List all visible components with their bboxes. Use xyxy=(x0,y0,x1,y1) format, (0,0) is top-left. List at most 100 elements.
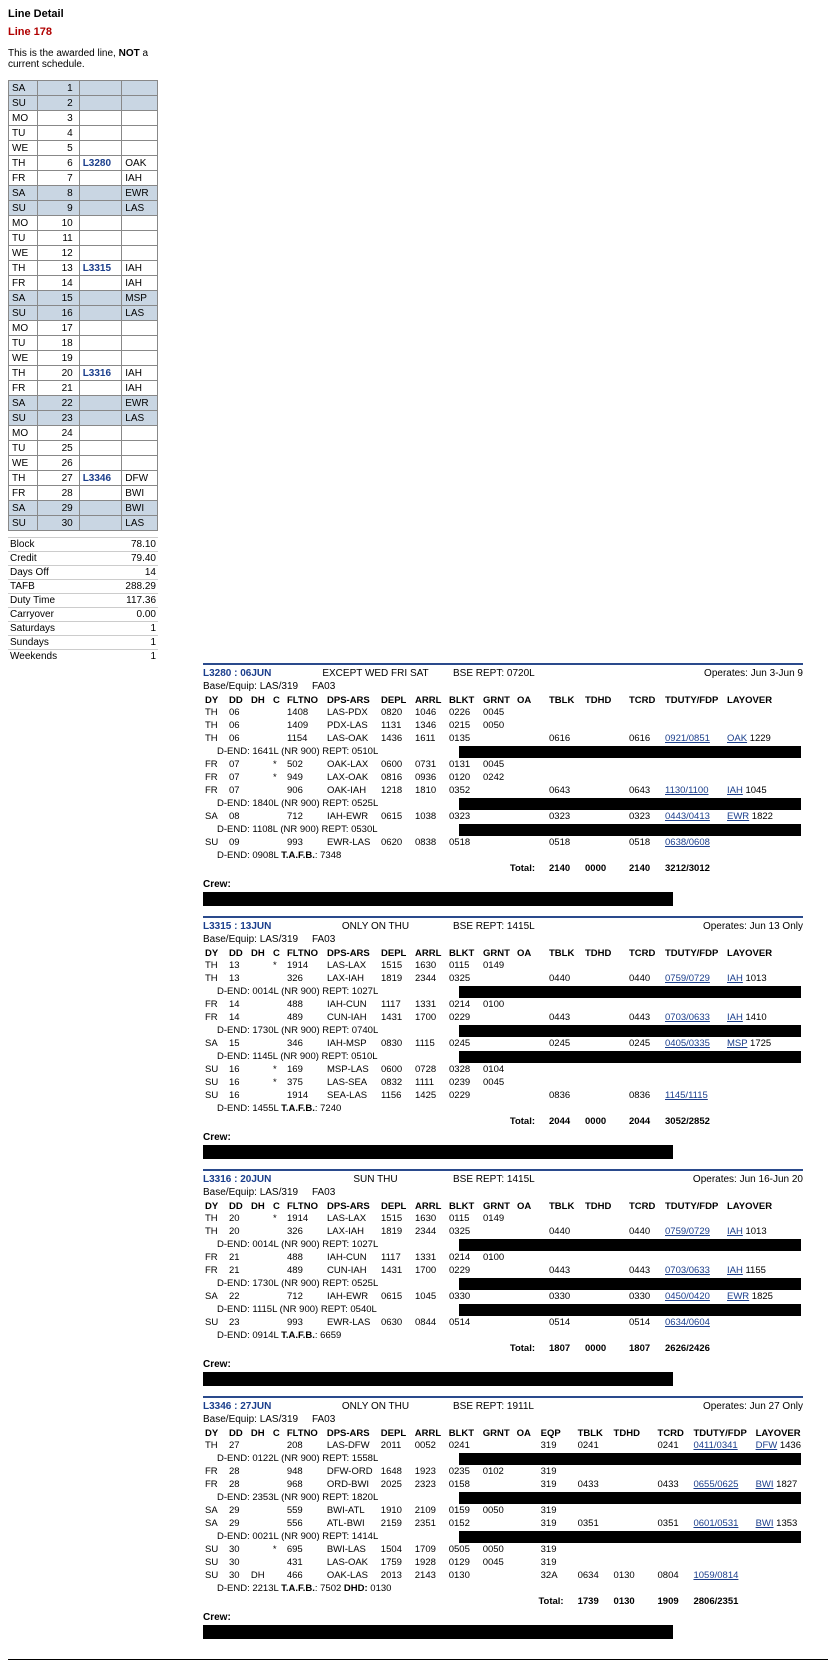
tduty-link[interactable]: 0634/0604 xyxy=(665,1317,710,1328)
cal-day: SU xyxy=(9,201,38,216)
cal-airport xyxy=(122,321,158,336)
calendar-row: TH13L3315IAH xyxy=(9,261,158,276)
layover-link[interactable]: IAH xyxy=(727,1265,743,1276)
flight-leg-row: SU30431LAS-OAK1759192801290045319 xyxy=(203,1556,803,1569)
flight-leg-row: SA08712IAH-EWR061510380323032303230443/0… xyxy=(203,810,803,823)
redacted-bar xyxy=(459,1278,801,1290)
cal-line xyxy=(79,231,122,246)
duty-end-row: D-END: 1145L (NR 900) REPT: 0510L xyxy=(203,1050,803,1063)
tduty-link[interactable]: 0450/0420 xyxy=(665,1291,710,1302)
cal-line[interactable]: L3280 xyxy=(79,156,122,171)
cal-day: FR xyxy=(9,276,38,291)
cal-day: SA xyxy=(9,501,38,516)
cal-date: 20 xyxy=(37,366,79,381)
cal-day: FR xyxy=(9,486,38,501)
cal-date: 5 xyxy=(37,141,79,156)
layover-link[interactable]: EWR xyxy=(727,811,749,822)
cal-day: TU xyxy=(9,441,38,456)
tduty-link[interactable]: 0703/0633 xyxy=(665,1265,710,1276)
tduty-link[interactable]: 0921/0851 xyxy=(665,733,710,744)
redacted-bar xyxy=(459,1051,801,1063)
calendar-row: TU4 xyxy=(9,126,158,141)
tduty-link[interactable]: 1059/0814 xyxy=(693,1570,738,1581)
flight-leg-row: SU30DH466OAK-LAS20132143013032A063401300… xyxy=(203,1569,803,1582)
layover-link[interactable]: BWI xyxy=(756,1518,774,1529)
stat-row: Sundays1 xyxy=(8,635,158,649)
cal-line xyxy=(79,276,122,291)
tduty-link[interactable]: 0759/0729 xyxy=(665,1226,710,1237)
pairing-dates: Operates: Jun 13 Only xyxy=(703,921,803,932)
calendar-row: WE19 xyxy=(9,351,158,366)
cal-day: FR xyxy=(9,171,38,186)
tduty-link[interactable]: 1130/1100 xyxy=(665,785,709,796)
layover-link[interactable]: IAH xyxy=(727,785,743,796)
layover-link[interactable]: IAH xyxy=(727,1012,743,1023)
cal-airport: OAK xyxy=(122,156,158,171)
pairing-id-link[interactable]: L3280 : 06JUN xyxy=(203,668,298,679)
layover-link[interactable]: IAH xyxy=(727,973,743,984)
cal-date: 15 xyxy=(37,291,79,306)
pairing-id-link[interactable]: L3346 : 27JUN xyxy=(203,1401,298,1412)
cal-line xyxy=(79,396,122,411)
calendar-row: SU2 xyxy=(9,96,158,111)
duty-end-row: D-END: 1840L (NR 900) REPT: 0525L xyxy=(203,797,803,810)
cal-line[interactable]: L3346 xyxy=(79,471,122,486)
pairing-base-equip: Base/Equip: LAS/319 FA03 xyxy=(203,1414,803,1425)
tduty-link[interactable]: 0411/0341 xyxy=(693,1440,737,1451)
tduty-link[interactable]: 0443/0413 xyxy=(665,811,710,822)
cal-line[interactable]: L3316 xyxy=(79,366,122,381)
cal-airport xyxy=(122,336,158,351)
crew-redacted-bar xyxy=(203,1625,673,1639)
cal-line xyxy=(79,291,122,306)
calendar-row: SU16LAS xyxy=(9,306,158,321)
cal-airport: IAH xyxy=(122,171,158,186)
cal-date: 11 xyxy=(37,231,79,246)
flight-leg-row: TH061408LAS-PDX0820104602260045 xyxy=(203,706,803,719)
cal-day: SA xyxy=(9,81,38,96)
duty-end-row: D-END: 1115L (NR 900) REPT: 0540L xyxy=(203,1303,803,1316)
cal-date: 26 xyxy=(37,456,79,471)
duty-end-row: D-END: 1730L (NR 900) REPT: 0740L xyxy=(203,1024,803,1037)
cal-day: SU xyxy=(9,96,38,111)
pairing-base-equip: Base/Equip: LAS/319 FA03 xyxy=(203,681,803,692)
cal-date: 25 xyxy=(37,441,79,456)
tduty-link[interactable]: 0703/0633 xyxy=(665,1012,710,1023)
stat-val: 79.40 xyxy=(131,553,156,564)
flight-leg-row: SU30*695BWI-LAS1504170905050050319 xyxy=(203,1543,803,1556)
pairing-id-link[interactable]: L3316 : 20JUN xyxy=(203,1174,298,1185)
stat-row: Block78.10 xyxy=(8,537,158,551)
cal-line xyxy=(79,381,122,396)
layover-link[interactable]: DFW xyxy=(756,1440,778,1451)
cal-airport: DFW xyxy=(122,471,158,486)
cal-date: 7 xyxy=(37,171,79,186)
tduty-link[interactable]: 0638/0608 xyxy=(665,837,710,848)
cal-date: 12 xyxy=(37,246,79,261)
tduty-link[interactable]: 0405/0335 xyxy=(665,1038,710,1049)
layover-link[interactable]: EWR xyxy=(727,1291,749,1302)
crew-redacted-bar xyxy=(203,1145,673,1159)
cal-date: 16 xyxy=(37,306,79,321)
pairing-bse-rept: BSE REPT: 0720L xyxy=(453,668,583,679)
cal-day: MO xyxy=(9,216,38,231)
cal-day: WE xyxy=(9,351,38,366)
cal-date: 8 xyxy=(37,186,79,201)
tduty-link[interactable]: 0759/0729 xyxy=(665,973,710,984)
duty-end-row: D-END: 1730L (NR 900) REPT: 0525L xyxy=(203,1277,803,1290)
layover-link[interactable]: IAH xyxy=(727,1226,743,1237)
cal-airport: LAS xyxy=(122,516,158,531)
cal-day: TH xyxy=(9,366,38,381)
tduty-link[interactable]: 0601/0531 xyxy=(693,1518,738,1529)
pairing-id-link[interactable]: L3315 : 13JUN xyxy=(203,921,298,932)
tduty-link[interactable]: 1145/1115 xyxy=(665,1090,708,1101)
tduty-link[interactable]: 0655/0625 xyxy=(693,1479,738,1490)
cal-airport xyxy=(122,216,158,231)
layover-link[interactable]: OAK xyxy=(727,733,747,744)
layover-link[interactable]: BWI xyxy=(756,1479,774,1490)
flight-leg-row: TH061154LAS-OAK143616110135061606160921/… xyxy=(203,732,803,745)
cal-line[interactable]: L3315 xyxy=(79,261,122,276)
stat-key: Days Off xyxy=(10,567,49,578)
stat-key: Weekends xyxy=(10,651,57,662)
cal-line xyxy=(79,186,122,201)
pairing-operates-rule: ONLY ON THU xyxy=(298,921,453,932)
layover-link[interactable]: MSP xyxy=(727,1038,747,1049)
